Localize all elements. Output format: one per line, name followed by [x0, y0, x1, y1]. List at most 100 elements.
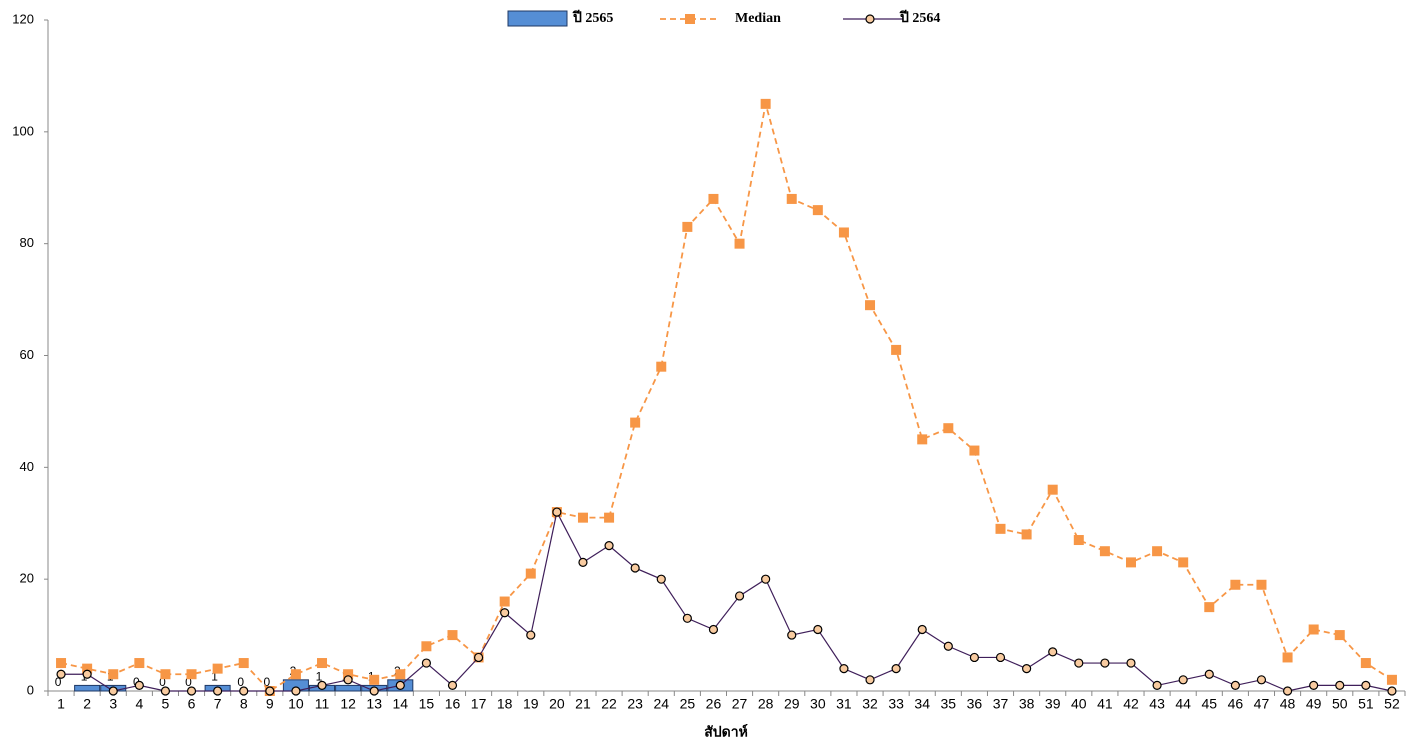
- marker: [82, 663, 93, 674]
- marker: [395, 680, 405, 691]
- legend-label: ปี 2565: [572, 10, 614, 26]
- marker: [1309, 680, 1319, 691]
- x-tick-label: 41: [1097, 696, 1113, 712]
- x-tick-label: 38: [1019, 696, 1035, 712]
- marker: [813, 624, 823, 635]
- marker: [708, 193, 719, 204]
- x-tick-label: 48: [1280, 696, 1296, 712]
- x-tick-label: 37: [993, 696, 1009, 712]
- marker: [395, 669, 406, 680]
- x-tick-label: 27: [732, 696, 748, 712]
- x-tick-label: 5: [162, 696, 170, 712]
- marker: [1021, 529, 1032, 540]
- marker: [1048, 647, 1058, 657]
- marker: [682, 221, 693, 232]
- x-tick-label: 31: [836, 696, 852, 712]
- x-tick-label: 25: [680, 696, 696, 712]
- marker: [1256, 675, 1267, 685]
- marker: [291, 686, 301, 696]
- bar: [335, 684, 362, 692]
- x-tick-label: 8: [240, 696, 248, 712]
- marker: [1126, 658, 1136, 668]
- marker: [160, 669, 171, 680]
- legend-marker: [685, 14, 695, 24]
- line: [60, 103, 1393, 693]
- x-tick-label: 23: [627, 696, 643, 712]
- x-tick-label: 14: [393, 696, 409, 712]
- y-tick-label: 60: [20, 347, 34, 362]
- marker: [1178, 675, 1188, 685]
- marker: [56, 658, 67, 669]
- data-label: 0: [185, 675, 192, 689]
- data-label: 0: [55, 675, 62, 689]
- marker: [186, 669, 197, 680]
- x-tick-label: 21: [575, 696, 591, 712]
- marker: [1386, 674, 1397, 685]
- x-tick-label: 10: [288, 696, 304, 712]
- y-tick-label: 80: [20, 235, 34, 250]
- marker: [1074, 658, 1084, 668]
- marker: [1204, 602, 1215, 613]
- legend-label: ปี 2564: [899, 10, 941, 26]
- marker: [760, 98, 771, 109]
- x-tick-label: 17: [471, 696, 487, 712]
- marker: [500, 608, 510, 618]
- x-tick-label: 28: [758, 696, 774, 712]
- marker: [108, 669, 119, 680]
- marker: [447, 630, 458, 641]
- x-tick-label: 15: [419, 696, 435, 712]
- x-tick-label: 49: [1306, 696, 1322, 712]
- x-tick-label: 4: [135, 696, 143, 712]
- y-tick-label: 120: [12, 11, 34, 26]
- x-tick-label: 40: [1071, 696, 1087, 712]
- bar: [74, 684, 101, 692]
- marker: [865, 675, 875, 685]
- x-tick-label: 35: [941, 696, 957, 712]
- x-tick-label: 29: [784, 696, 800, 712]
- marker: [943, 641, 953, 651]
- x-tick-label: 12: [340, 696, 356, 712]
- marker: [761, 574, 771, 584]
- x-tick-label: 45: [1201, 696, 1217, 712]
- x-tick-label: 43: [1149, 696, 1165, 712]
- marker: [1022, 664, 1032, 674]
- marker: [969, 445, 980, 456]
- legend-label: Median: [735, 11, 781, 26]
- marker: [421, 641, 432, 652]
- marker: [604, 512, 615, 523]
- marker: [134, 680, 144, 691]
- marker: [1100, 658, 1110, 668]
- marker: [239, 686, 249, 696]
- marker: [708, 624, 719, 635]
- marker: [343, 669, 354, 680]
- marker: [1152, 680, 1162, 691]
- marker: [160, 686, 171, 696]
- x-tick-label: 50: [1332, 696, 1348, 712]
- x-tick-label: 20: [549, 696, 565, 712]
- marker: [525, 568, 536, 579]
- marker: [604, 541, 614, 551]
- marker: [812, 205, 823, 216]
- marker: [682, 613, 692, 623]
- x-tick-label: 26: [706, 696, 722, 712]
- x-tick-label: 24: [653, 696, 669, 712]
- marker: [82, 669, 92, 679]
- data-label: 1: [211, 670, 218, 684]
- marker: [1282, 652, 1293, 663]
- marker: [943, 423, 954, 434]
- x-tick-label: 7: [214, 696, 222, 712]
- data-label: 1: [316, 670, 323, 684]
- legend-marker: [865, 14, 875, 24]
- x-tick-label: 9: [266, 696, 274, 712]
- marker: [1099, 546, 1110, 557]
- marker: [630, 563, 640, 573]
- marker: [473, 652, 484, 663]
- marker: [1360, 658, 1371, 669]
- marker: [1125, 557, 1136, 568]
- marker: [917, 434, 928, 445]
- marker: [865, 300, 876, 311]
- marker: [499, 596, 510, 607]
- x-tick-label: 39: [1045, 696, 1061, 712]
- x-tick-label: 22: [601, 696, 617, 712]
